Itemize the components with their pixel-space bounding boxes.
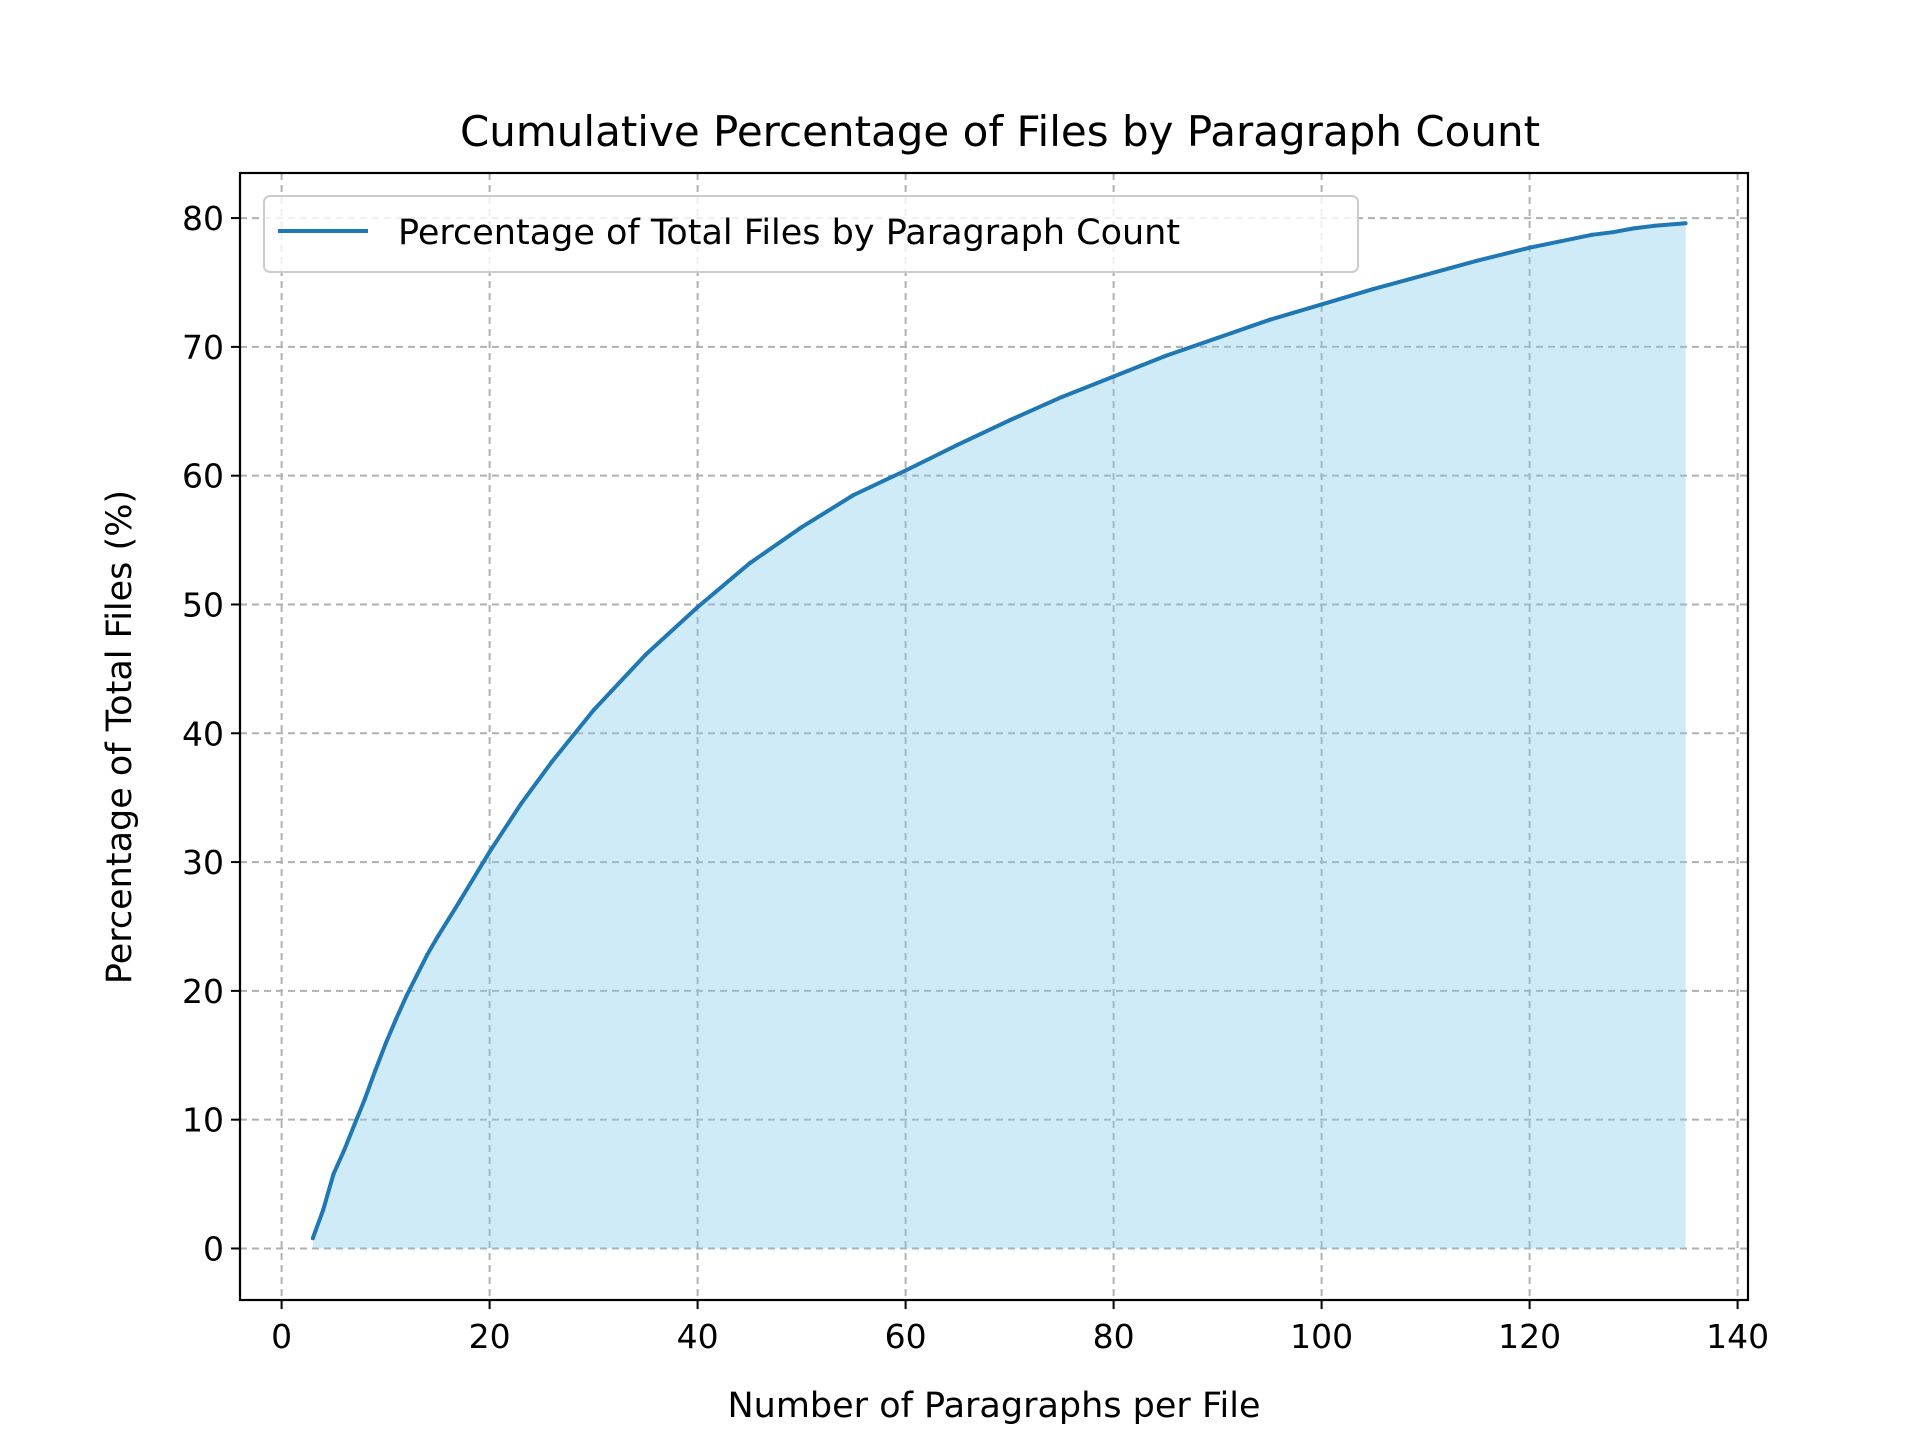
- data-point: [1319, 302, 1324, 307]
- data-point: [1683, 221, 1688, 226]
- y-tick-label: 80: [182, 199, 224, 238]
- data-point: [1163, 353, 1168, 358]
- data-point: [1423, 272, 1428, 277]
- data-point: [362, 1097, 367, 1102]
- chart-title: Cumulative Percentage of Files by Paragr…: [460, 107, 1540, 156]
- data-point: [1610, 230, 1615, 235]
- data-point: [383, 1041, 388, 1046]
- x-tick-label: 0: [271, 1317, 292, 1356]
- data-point: [487, 849, 492, 854]
- x-axis-label: Number of Paragraphs per File: [727, 1386, 1260, 1426]
- data-point: [799, 525, 804, 530]
- data-point: [1652, 223, 1657, 228]
- data-point: [1059, 395, 1064, 400]
- data-point: [747, 561, 752, 566]
- area-fill: [312, 223, 1686, 1249]
- x-tick-label: 20: [469, 1317, 511, 1356]
- data-point: [955, 442, 960, 447]
- data-point: [310, 1236, 315, 1241]
- y-tick-label: 60: [182, 457, 224, 496]
- plot-area-frame: [238, 171, 1750, 1302]
- axis-ticks: 0 20 40 60 80 100 120 140 0 10 20 30 40 50 60 70 80: [182, 199, 1769, 1356]
- data-point: [1631, 226, 1636, 231]
- x-tick-label: 140: [1706, 1317, 1769, 1356]
- data-point: [643, 652, 648, 657]
- y-tick-label: 10: [182, 1101, 224, 1140]
- data-point: [331, 1171, 336, 1176]
- data-point: [1527, 245, 1532, 250]
- x-tick-label: 60: [885, 1317, 927, 1356]
- data-point: [695, 605, 700, 610]
- data-point: [1590, 232, 1594, 237]
- series-line-layer: [310, 221, 1688, 1241]
- grid: [240, 173, 1748, 1300]
- data-point: [1111, 374, 1116, 379]
- data-point: [1215, 335, 1220, 340]
- data-point: [1475, 258, 1480, 263]
- x-tick-label: 120: [1498, 1317, 1561, 1356]
- data-point: [404, 994, 409, 998]
- data-point: [1007, 418, 1012, 423]
- data-point: [394, 1017, 398, 1022]
- x-tick-label: 100: [1290, 1317, 1353, 1356]
- y-tick-label: 40: [182, 714, 224, 753]
- data-point: [456, 901, 461, 906]
- data-point: [435, 934, 440, 939]
- data-point: [373, 1068, 378, 1073]
- area-fill-layer: [312, 223, 1686, 1249]
- data-point: [851, 493, 856, 497]
- data-point: [518, 802, 523, 807]
- y-tick-label: 50: [182, 585, 224, 624]
- data-point: [321, 1207, 326, 1212]
- data-point: [1371, 286, 1376, 291]
- data-point: [903, 468, 908, 473]
- y-tick-label: 30: [182, 843, 224, 882]
- data-point: [550, 759, 554, 764]
- y-tick-label: 20: [182, 972, 224, 1011]
- legend-box: [263, 195, 1359, 273]
- data-point: [342, 1148, 346, 1153]
- x-tick-label: 80: [1093, 1317, 1135, 1356]
- data-point: [414, 973, 419, 978]
- data-point: [425, 952, 430, 957]
- legend-entry-label: Percentage of Total Files by Paragraph C…: [398, 213, 1180, 253]
- data-point: [352, 1122, 357, 1127]
- data-point: [591, 708, 596, 713]
- y-tick-label: 70: [182, 328, 224, 367]
- y-axis-label: Percentage of Total Files (%): [100, 490, 140, 984]
- y-tick-label: 0: [203, 1229, 224, 1268]
- legend: Percentage of Total Files by Paragraph C…: [263, 195, 1359, 273]
- data-point: [1267, 317, 1272, 322]
- x-tick-label: 40: [677, 1317, 719, 1356]
